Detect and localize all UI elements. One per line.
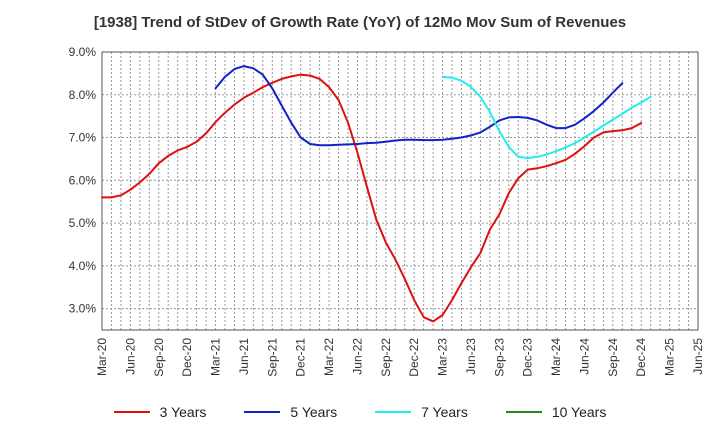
y-tick-label: 8.0% [69, 88, 97, 102]
y-tick-label: 7.0% [69, 131, 97, 145]
x-tick-label: Dec-20 [180, 338, 194, 377]
legend-entry-7-years: 7 Years [375, 404, 468, 420]
legend-label-10-years: 10 Years [551, 404, 607, 420]
legend-label-5-years: 5 Years [290, 404, 338, 420]
tick-label-layer: 3.0% 4.0% 5.0% 6.0% 7.0% 8.0% 9.0% Mar-20 Jun-20… [69, 45, 705, 377]
legend: 3 Years 5 Years 7 Years 10 Years [0, 404, 720, 420]
x-tick-label: Sep-21 [265, 338, 279, 377]
y-tick-label: 4.0% [69, 259, 97, 273]
x-tick-label: Mar-22 [322, 338, 336, 376]
x-tick-label: Jun-24 [577, 338, 591, 375]
legend-entry-3-years: 3 Years [113, 404, 207, 420]
y-tick-label: 6.0% [69, 173, 97, 187]
legend-swatch-3-years [113, 411, 150, 413]
x-tick-label: Mar-24 [549, 338, 563, 376]
x-tick-label: Mar-20 [95, 338, 109, 376]
x-tick-label: Sep-24 [606, 338, 620, 377]
legend-entry-5-years: 5 Years [244, 404, 337, 420]
series-line-5-years [214, 65, 624, 147]
legend-swatch-10-years [505, 411, 542, 413]
plot-background [102, 52, 698, 330]
x-tick-label: Sep-22 [379, 338, 393, 377]
x-tick-label: Jun-20 [123, 338, 137, 375]
grid-layer [101, 51, 699, 330]
x-tick-label: Mar-21 [209, 338, 223, 376]
x-tick-label: Mar-25 [663, 338, 677, 376]
x-tick-label: Jun-21 [237, 338, 251, 375]
x-tick-label: Dec-22 [407, 338, 421, 377]
legend-entry-10-years: 10 Years [505, 404, 607, 420]
x-tick-label: Dec-24 [634, 338, 648, 377]
y-tick-label: 5.0% [69, 216, 97, 230]
x-tick-label: Jun-22 [350, 338, 364, 375]
x-tick-label: Dec-21 [294, 338, 308, 377]
series-line-3-years [101, 73, 643, 323]
x-tick-label: Sep-20 [152, 338, 166, 377]
x-tick-label: Jun-25 [691, 338, 705, 375]
x-tick-label: Dec-23 [521, 338, 535, 377]
axis-layer [101, 51, 699, 331]
chart-title: [1938] Trend of StDev of Growth Rate (Yo… [93, 14, 627, 31]
x-tick-label: Jun-23 [464, 338, 478, 375]
x-tick-label: Mar-23 [436, 338, 450, 376]
legend-swatch-5-years [244, 411, 281, 413]
x-tick-label: Sep-23 [492, 338, 506, 377]
legend-label-7-years: 7 Years [421, 404, 468, 420]
series-line-7-years [441, 75, 652, 160]
legend-label-3-years: 3 Years [159, 404, 207, 420]
series-layer [101, 65, 652, 323]
y-tick-label: 9.0% [69, 45, 97, 59]
y-tick-label: 3.0% [69, 302, 97, 316]
plot-frame [101, 51, 699, 331]
legend-swatch-7-years [375, 411, 412, 413]
